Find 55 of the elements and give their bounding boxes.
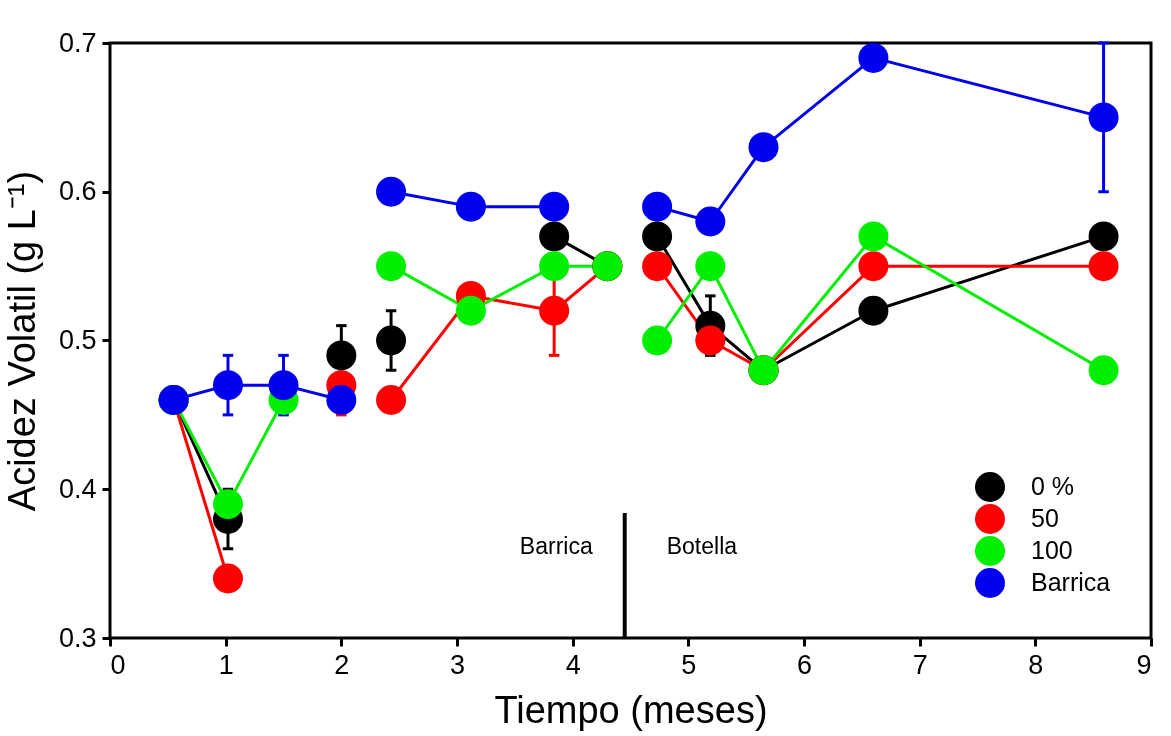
point	[695, 325, 726, 356]
x-tick-label: 7	[912, 649, 928, 680]
point	[858, 42, 889, 73]
point	[642, 191, 673, 222]
point	[642, 251, 673, 282]
point	[695, 251, 726, 282]
point	[539, 191, 570, 222]
x-tick-label: 9	[1136, 649, 1152, 680]
point	[212, 370, 243, 401]
y-tick-label: 0.5	[58, 325, 97, 355]
point	[748, 132, 779, 163]
x-tick-label: 8	[1028, 649, 1044, 680]
point	[212, 563, 243, 594]
y-tick-label: 0.3	[58, 622, 97, 653]
x-tick-label: 2	[334, 649, 350, 680]
x-tick-label: 1	[218, 649, 234, 680]
legend-label: 50	[1031, 504, 1059, 532]
point	[376, 385, 407, 415]
point	[268, 370, 299, 401]
annotation: Botella	[666, 533, 738, 559]
point	[858, 295, 889, 326]
point	[376, 176, 407, 207]
point	[1088, 251, 1119, 282]
x-tick-label: 6	[796, 649, 813, 680]
y-tick-label: 0.4	[58, 473, 97, 504]
x-tick-label: 4	[565, 649, 581, 680]
point	[539, 295, 570, 326]
y-tick-label: 0.7	[58, 27, 97, 58]
x-tick-label: 5	[681, 649, 697, 680]
legend-label: 100	[1031, 536, 1073, 564]
point	[1088, 221, 1119, 252]
point	[695, 206, 726, 237]
point	[539, 221, 570, 252]
point	[858, 221, 889, 252]
y-tick-label: 0.6	[58, 176, 97, 207]
point	[539, 251, 570, 282]
annotation: Barrica	[519, 533, 593, 559]
x-axis-title: Tiempo (meses)	[494, 688, 768, 731]
point	[858, 251, 889, 282]
point	[376, 251, 407, 282]
point	[376, 325, 407, 356]
x-tick-label: 0	[110, 649, 126, 680]
point	[455, 295, 486, 326]
point	[212, 489, 243, 520]
point	[642, 221, 673, 252]
legend-label: Barrica	[1031, 568, 1111, 596]
point	[1088, 102, 1119, 133]
legend-label: 0 %	[1031, 472, 1075, 500]
point	[326, 340, 357, 371]
y-axis-title: Acidez Volatil (g L⁻¹)	[0, 170, 43, 512]
point	[642, 325, 673, 356]
point	[326, 385, 357, 415]
point	[1088, 355, 1119, 386]
point	[455, 191, 486, 222]
x-tick-label: 3	[449, 649, 466, 680]
